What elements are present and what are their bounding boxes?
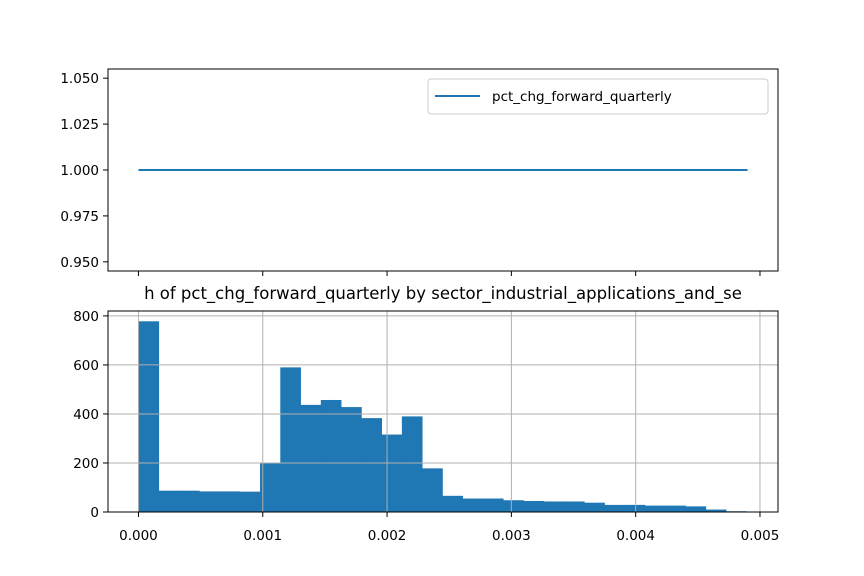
histogram-bar-15 xyxy=(442,495,464,512)
histogram-bar-18 xyxy=(503,500,524,512)
y-tick-label: 0 xyxy=(90,505,99,521)
histogram-subplot: h of pct_chg_forward_quarterly by sector… xyxy=(73,284,779,544)
histogram-bar-24 xyxy=(624,504,646,512)
legend-box xyxy=(427,78,769,115)
histogram-bar-7 xyxy=(280,367,301,512)
x-tick-label: 0.000 xyxy=(119,528,158,544)
y-tick-label: 200 xyxy=(73,456,99,472)
histogram-bar-25 xyxy=(644,505,666,512)
histogram-bar-12 xyxy=(381,434,403,512)
histogram-bar-13 xyxy=(401,416,423,512)
y-tick-label: 600 xyxy=(73,358,99,374)
y-tick-label: 0.950 xyxy=(60,255,99,271)
histogram-bars xyxy=(138,321,747,512)
y-tick-label: 400 xyxy=(73,407,99,423)
x-tick-label: 0.005 xyxy=(741,528,780,544)
x-tick-label: 0.001 xyxy=(243,528,282,544)
x-tick-label: 0.003 xyxy=(492,528,531,544)
histogram-bar-5 xyxy=(239,491,261,512)
histogram-x-ticks: 0.000 0.001 0.002 0.003 0.004 0.005 xyxy=(119,512,779,544)
y-tick-label: 0.975 xyxy=(60,209,99,225)
histogram-bar-19 xyxy=(523,500,545,512)
histogram-bar-16 xyxy=(462,498,484,512)
histogram-bar-3 xyxy=(199,491,220,512)
histogram-axes-frame xyxy=(107,310,779,513)
histogram-bar-26 xyxy=(665,505,686,512)
y-tick-label: 1.025 xyxy=(60,117,99,133)
histogram-bar-2 xyxy=(178,490,200,512)
histogram-title: h of pct_chg_forward_quarterly by sector… xyxy=(144,284,742,304)
histogram-bar-0 xyxy=(138,321,160,512)
x-tick-label: 0.002 xyxy=(368,528,407,544)
histogram-bar-1 xyxy=(158,490,180,512)
histogram-y-ticks: 0 200 400 600 800 xyxy=(73,309,108,521)
line-y-ticks: 0.950 0.975 1.000 1.025 1.050 xyxy=(60,71,108,271)
histogram-bar-21 xyxy=(563,501,585,512)
legend: pct_chg_forward_quarterly xyxy=(427,78,769,115)
histogram-bar-6 xyxy=(260,462,281,512)
histogram-bar-11 xyxy=(361,418,382,512)
y-tick-label: 1.050 xyxy=(60,71,99,87)
histogram-bar-28 xyxy=(705,509,727,512)
legend-label: pct_chg_forward_quarterly xyxy=(492,89,672,105)
y-tick-label: 800 xyxy=(73,309,99,325)
line-subplot: 0.950 0.975 1.000 1.025 1.050 pct_chg_forwar… xyxy=(60,68,779,276)
histogram-bar-23 xyxy=(604,504,626,512)
x-tick-label: 0.004 xyxy=(616,528,655,544)
histogram-bar-20 xyxy=(543,501,565,512)
histogram-bar-8 xyxy=(300,404,322,512)
histogram-bar-4 xyxy=(219,491,241,512)
line-x-ticks xyxy=(137,271,761,276)
histogram-bar-22 xyxy=(584,502,605,512)
histogram-bar-10 xyxy=(341,407,362,512)
y-tick-label: 1.000 xyxy=(60,163,99,179)
histogram-bar-14 xyxy=(422,468,443,512)
histogram-bar-17 xyxy=(482,498,504,512)
histogram-bar-27 xyxy=(685,506,707,512)
histogram-bar-9 xyxy=(320,399,342,512)
